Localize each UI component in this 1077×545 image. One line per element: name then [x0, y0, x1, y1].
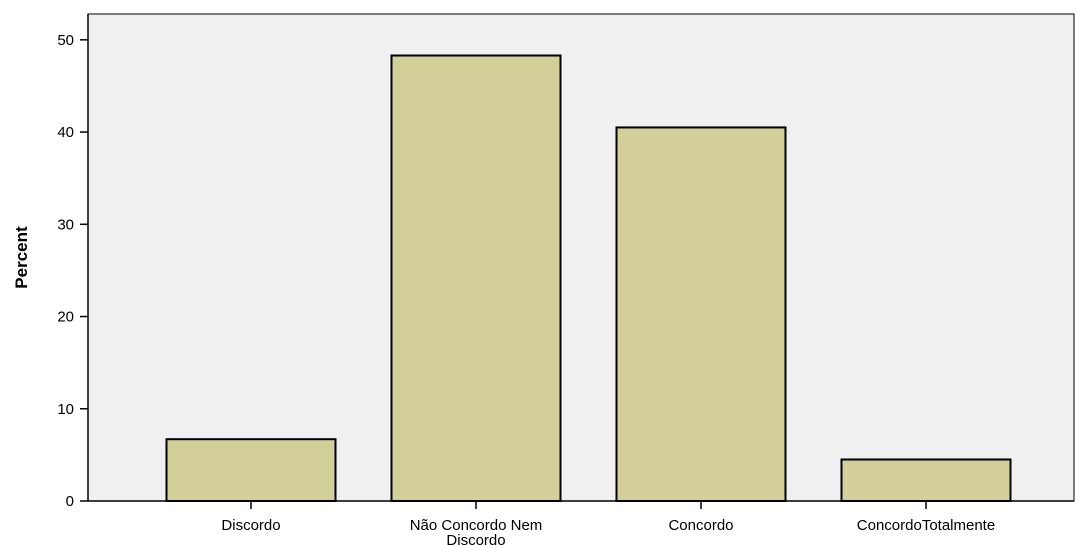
- y-tick-label: 10: [57, 401, 74, 418]
- y-tick-label: 20: [57, 309, 74, 326]
- y-tick-label: 40: [57, 124, 74, 141]
- bar-4: [840, 458, 1012, 503]
- y-tick-label: 50: [57, 32, 74, 49]
- x-tick-label: ConcordoTotalmente: [857, 517, 995, 534]
- bar-2: [390, 54, 562, 503]
- x-axis: Discordo Não Concordo Nem Discordo Concordo…: [88, 500, 1074, 545]
- x-tick-label: Discordo: [221, 517, 280, 534]
- y-axis: 0 10 20 30 40 50: [57, 14, 89, 510]
- bar-1: [165, 438, 337, 502]
- x-tick-label: Concordo: [668, 517, 733, 534]
- y-tick-label: 0: [66, 493, 74, 510]
- x-tick-label: Não Concordo Nem Discordo: [410, 517, 543, 545]
- y-axis-title: Percent: [12, 226, 31, 289]
- bars-group: [165, 54, 1012, 503]
- bar-3: [615, 126, 787, 503]
- plot-area: [87, 13, 1075, 502]
- y-tick-label: 30: [57, 216, 74, 233]
